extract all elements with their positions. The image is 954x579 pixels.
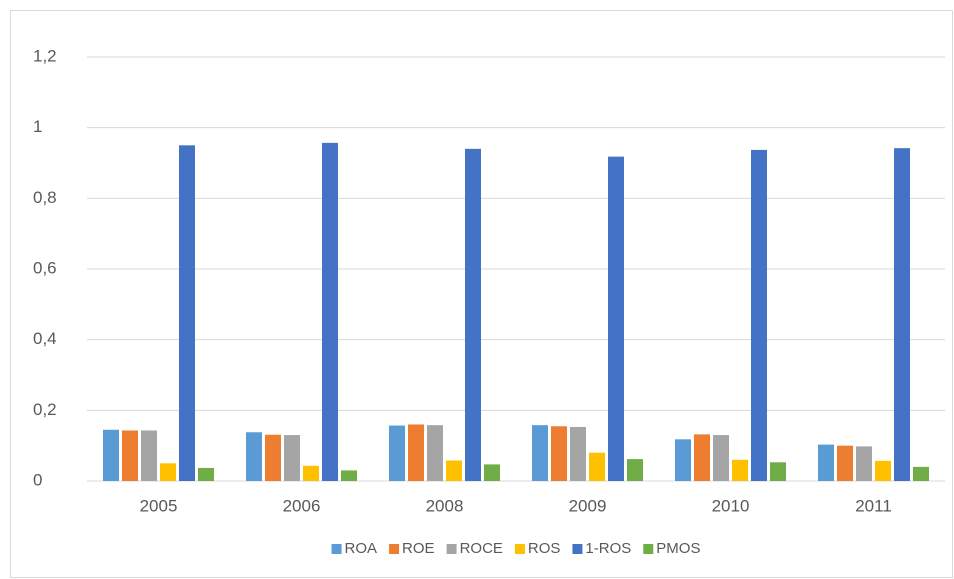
bar [713,435,729,481]
legend-swatch [572,544,583,554]
bar [751,149,767,481]
x-tick-label: 2005 [140,496,178,515]
legend-label: ROE [402,540,435,557]
bar [284,435,300,481]
bar [913,466,929,481]
y-tick-label: 0,6 [33,258,57,277]
x-tick-label: 2006 [283,496,321,515]
legend-swatch [446,544,457,554]
legend-swatch [389,544,400,554]
bar [160,463,176,481]
x-tick-label: 2010 [712,496,750,515]
y-tick-label: 0 [33,470,42,489]
bar [675,439,691,481]
bar [818,444,834,481]
bar [303,465,319,481]
bar [551,426,567,481]
bar [570,426,586,481]
y-tick-label: 0,2 [33,400,57,419]
legend-label: ROCE [460,540,503,557]
bar [265,434,281,481]
y-tick-label: 0,4 [33,329,57,348]
bar [694,434,710,481]
bar [179,145,195,482]
legend: ROA ROE ROCE ROS 1-ROS PMOS [331,540,700,557]
bar [446,460,462,481]
bar [465,148,481,481]
y-tick-label: 0,8 [33,188,57,207]
legend-label: 1-ROS [585,540,631,557]
legend-swatch [331,544,342,554]
bar [627,459,643,481]
bar [103,429,119,481]
bar [341,470,357,481]
bar [856,446,872,481]
x-tick-label: 2009 [569,496,607,515]
bar [427,425,443,481]
bar [122,430,138,481]
bar [589,452,605,481]
legend-swatch [643,544,654,554]
y-tick-label: 1,2 [33,46,57,65]
bar [246,432,262,481]
bar [408,424,424,481]
chart-frame [10,10,953,578]
x-tick-label: 2008 [426,496,464,515]
bar [198,467,214,481]
bar [732,459,748,481]
bar [770,462,786,481]
bar [837,445,853,481]
legend-label: ROS [528,540,561,557]
bar [389,425,405,481]
y-tick-label: 1 [33,117,42,136]
bar [141,430,157,481]
bar [875,460,891,481]
bar [894,148,910,481]
legend-swatch [514,544,525,554]
bar [532,425,548,481]
bar [322,142,338,482]
legend-label: PMOS [656,540,700,557]
bar [484,464,500,481]
x-tick-label: 2011 [855,496,892,515]
bar [608,156,624,481]
legend-label: ROA [345,540,378,557]
